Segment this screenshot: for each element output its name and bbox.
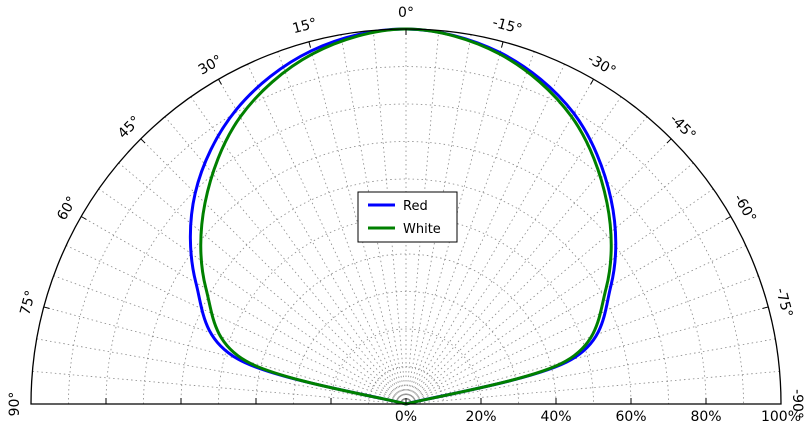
angle-tick-mark bbox=[43, 306, 50, 309]
angle-tick-mark bbox=[762, 306, 769, 309]
legend-label-red: Red bbox=[403, 199, 428, 214]
angle-tick-label: 90° bbox=[7, 392, 23, 417]
angular-gridline bbox=[43, 306, 407, 405]
legend-label-white: White bbox=[403, 222, 441, 237]
radial-tick-label: 0% bbox=[395, 409, 417, 425]
radial-tick-label: 100% bbox=[761, 409, 801, 425]
angle-tick-label: 75° bbox=[17, 289, 39, 317]
angular-gridline bbox=[81, 216, 407, 405]
polar-outline bbox=[30, 28, 782, 405]
radial-tick-label: 80% bbox=[690, 409, 721, 425]
angle-tick-mark bbox=[666, 138, 672, 144]
angle-tick-label: 0° bbox=[398, 5, 414, 21]
angular-gridline bbox=[405, 245, 747, 405]
polar-frame bbox=[30, 28, 782, 405]
angle-tick-mark bbox=[725, 216, 732, 220]
angle-tick-label: 60° bbox=[54, 194, 80, 224]
radial-gridline bbox=[368, 366, 444, 405]
angle-tick-mark bbox=[590, 78, 594, 85]
radial-gridline bbox=[218, 216, 594, 405]
angle-tick-mark bbox=[218, 78, 222, 85]
angle-tick-label: -90° bbox=[789, 389, 805, 419]
angle-tick-mark bbox=[80, 216, 87, 220]
legend-box bbox=[357, 191, 458, 243]
radial-tick-label: 60% bbox=[615, 409, 646, 425]
angular-gridline bbox=[405, 306, 769, 405]
angle-tick-label: -60° bbox=[730, 192, 759, 226]
angular-gridline bbox=[405, 338, 776, 405]
angle-tick-mark bbox=[308, 41, 311, 48]
angle-tick-label: 30° bbox=[196, 52, 226, 78]
angular-gridline bbox=[32, 370, 407, 405]
angle-tick-mark bbox=[501, 41, 504, 48]
angle-tick-label: -75° bbox=[772, 286, 795, 319]
angle-tick-label: -30° bbox=[585, 51, 619, 80]
legend: Red White bbox=[357, 191, 458, 243]
radial-tick-label: 20% bbox=[465, 409, 496, 425]
angular-gridline bbox=[140, 138, 407, 405]
radial-gridline bbox=[68, 66, 744, 405]
angle-tick-label: 45° bbox=[115, 113, 144, 142]
radial-gridline bbox=[330, 328, 482, 405]
polar-grid bbox=[31, 29, 781, 405]
angle-tick-mark bbox=[140, 138, 146, 144]
radial-tick-label: 40% bbox=[540, 409, 571, 425]
radial-gridline bbox=[293, 291, 519, 405]
angle-tick-label: 15° bbox=[291, 15, 319, 37]
angle-tick-label: -15° bbox=[491, 15, 524, 38]
